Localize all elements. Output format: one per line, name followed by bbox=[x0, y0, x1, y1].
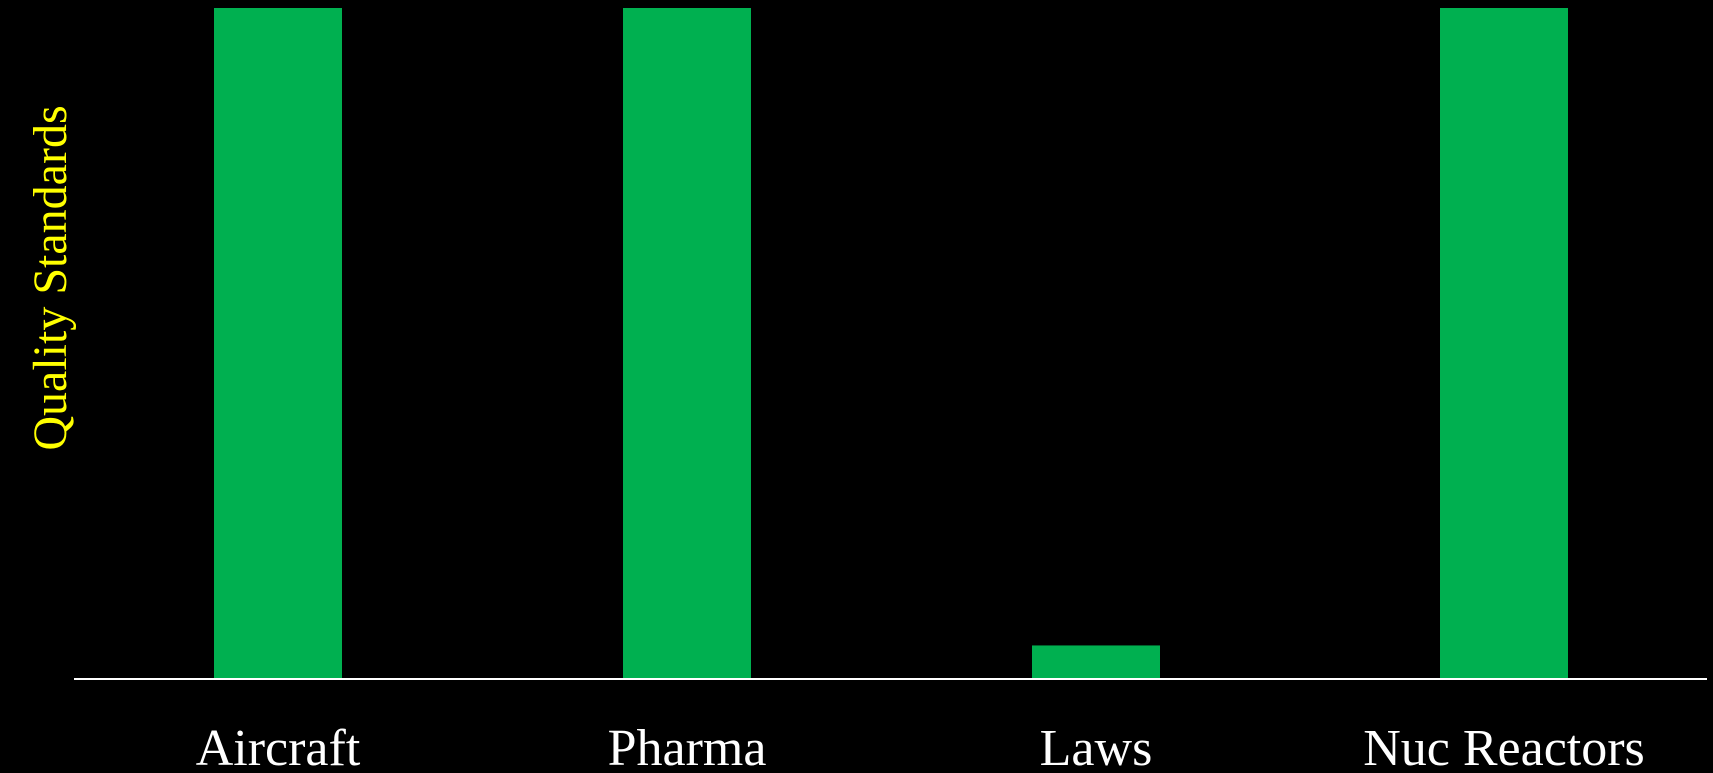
category-label-aircraft: Aircraft bbox=[196, 720, 361, 773]
bar-nuc-reactors bbox=[1440, 8, 1568, 679]
bar-pharma bbox=[623, 8, 751, 679]
category-labels: Aircraft Pharma Laws Nuc Reactors bbox=[196, 720, 1645, 773]
category-label-laws: Laws bbox=[1040, 720, 1153, 773]
category-label-nuc-reactors: Nuc Reactors bbox=[1363, 720, 1645, 773]
bar-aircraft bbox=[214, 8, 342, 679]
bars-layer bbox=[214, 8, 1568, 679]
y-axis-label: Quality Standards bbox=[24, 105, 77, 450]
category-label-pharma: Pharma bbox=[608, 720, 767, 773]
bar-laws bbox=[1032, 645, 1160, 679]
